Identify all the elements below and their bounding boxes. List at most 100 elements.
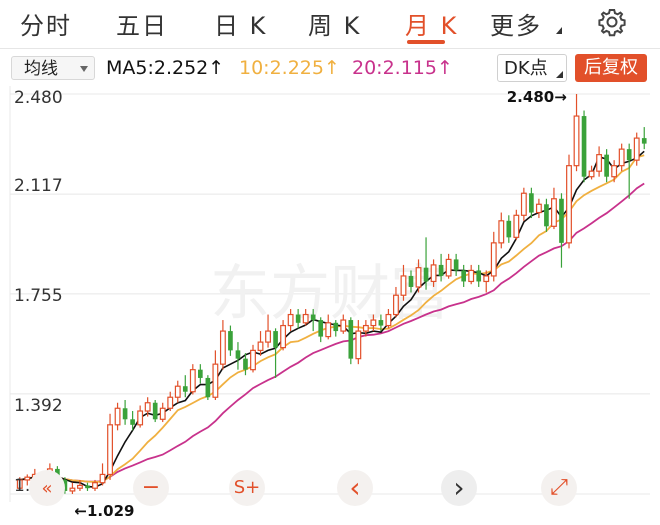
candle-up xyxy=(16,479,23,489)
ma10-value: 10:2.225↑ xyxy=(239,57,340,79)
candle-down xyxy=(408,275,414,287)
chart-grid xyxy=(9,86,650,502)
tab-weekly-k[interactable]: 周 K xyxy=(308,12,362,40)
candle-up xyxy=(362,324,369,332)
candle-up xyxy=(370,319,377,327)
candle-up xyxy=(513,214,520,238)
candle-up xyxy=(99,473,106,484)
candle-up xyxy=(24,476,31,481)
chevron-down-icon xyxy=(80,66,88,72)
candle-up xyxy=(302,313,309,324)
moving-average-bar: 均线 MA5:2.252↑ 10:2.225↑ 20:2.115↑ DK点 后复… xyxy=(0,52,660,84)
y-tick-label: 2.480 xyxy=(14,88,63,108)
candle-up xyxy=(189,369,196,393)
candle-up xyxy=(325,322,332,338)
candle-down xyxy=(235,350,241,359)
y-tick-label: 1.755 xyxy=(14,286,63,306)
candle-up xyxy=(257,341,264,351)
more-dropdown-icon xyxy=(555,27,562,34)
candle-down xyxy=(641,138,647,144)
min-price-label: ←1.029 xyxy=(74,502,134,520)
candle-down xyxy=(559,198,564,243)
candle-up xyxy=(219,330,226,365)
candle-up xyxy=(159,407,166,420)
candle-up xyxy=(137,410,144,426)
dk-point-button[interactable]: DK点 xyxy=(497,54,567,82)
candle-up xyxy=(167,396,174,409)
candle-down xyxy=(461,270,466,282)
ma20-line xyxy=(19,182,645,483)
tab-monthly-k[interactable]: 月 K xyxy=(405,12,459,40)
candle-up xyxy=(69,487,76,492)
gear-icon[interactable] xyxy=(596,6,628,38)
candle-up xyxy=(385,313,392,327)
kline-svg: 东方财富 2.480→ ←1.029 xyxy=(9,86,650,520)
candle-down xyxy=(626,149,632,161)
candle-up xyxy=(633,137,640,161)
candle-up xyxy=(445,258,452,277)
candle-down xyxy=(152,402,158,420)
ma10-line xyxy=(19,154,645,483)
candle-up xyxy=(498,220,505,244)
expand-icon[interactable]: ⤢ xyxy=(541,470,577,506)
max-price-label: 2.480→ xyxy=(507,88,567,106)
ma5-value: MA5:2.252↑ xyxy=(106,57,225,79)
candle-down xyxy=(453,259,459,271)
tab-intraday[interactable]: 分时 xyxy=(20,12,72,40)
candle-up xyxy=(287,313,294,327)
adjustment-button[interactable]: 后复权 xyxy=(575,54,647,82)
candle-up xyxy=(468,269,475,283)
ma20-value: 20:2.115↑ xyxy=(352,57,453,79)
ma-type-select[interactable]: 均线 xyxy=(11,56,95,80)
candle-up xyxy=(355,330,362,360)
candle-up xyxy=(250,349,256,371)
s-plus-button[interactable]: S+ xyxy=(229,470,265,506)
ma-type-label: 均线 xyxy=(24,59,58,79)
prev-button[interactable]: ‹ xyxy=(337,470,373,506)
candle-up xyxy=(280,324,287,349)
candle-up xyxy=(144,402,151,412)
y-tick-label: 1.392 xyxy=(14,396,63,416)
candle-down xyxy=(378,320,384,326)
candle-up xyxy=(400,275,407,296)
candle-up xyxy=(77,484,83,489)
period-tabs: 分时 五日 日 K 周 K 月 K 更多 xyxy=(0,0,660,48)
tab-daily-k[interactable]: 日 K xyxy=(214,12,268,40)
zoom-out-button[interactable]: − xyxy=(133,470,169,506)
candle-down xyxy=(273,331,278,348)
candle-down xyxy=(438,264,444,276)
candle-up xyxy=(393,294,399,316)
candle-up xyxy=(573,115,580,167)
candle-down xyxy=(122,408,128,420)
candle-down xyxy=(581,116,587,177)
candle-down xyxy=(318,320,324,337)
candle-down xyxy=(243,358,248,370)
candle-up xyxy=(611,165,618,178)
candle-up xyxy=(340,319,347,332)
candle-down xyxy=(423,267,429,282)
corner-triangle-icon xyxy=(556,71,563,78)
candle-down xyxy=(85,485,90,489)
candle-up xyxy=(566,165,572,244)
candle-down xyxy=(205,377,211,398)
candle-down xyxy=(228,331,233,351)
candle-up xyxy=(483,275,490,283)
kline-chart[interactable]: 东方财富 2.480→ ←1.029 2.480 2.117 1.755 1.3… xyxy=(0,84,660,521)
candle-down xyxy=(182,386,188,392)
candle-up xyxy=(618,148,625,167)
tab-more[interactable]: 更多 xyxy=(490,6,562,41)
candle-up xyxy=(596,154,603,172)
tab-five-day[interactable]: 五日 xyxy=(116,12,168,40)
candle-up xyxy=(551,198,557,227)
scroll-left-end-button[interactable]: « xyxy=(29,470,65,506)
tab-more-label: 更多 xyxy=(490,12,542,40)
next-button[interactable]: › xyxy=(441,470,477,506)
y-tick-label: 2.117 xyxy=(14,176,63,196)
candle-down xyxy=(295,314,301,323)
candle-down xyxy=(348,320,354,359)
candle-down xyxy=(333,322,339,332)
candle-up xyxy=(114,407,121,426)
candle-down xyxy=(544,204,549,227)
candle-up xyxy=(535,203,542,214)
active-tab-underline xyxy=(407,40,445,44)
